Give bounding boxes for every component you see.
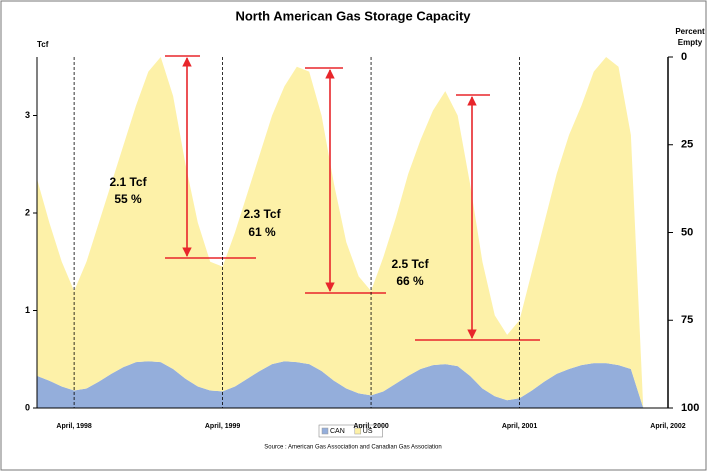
y2-tick-label: 50 bbox=[681, 226, 693, 238]
y-tick-label: 0 bbox=[25, 402, 30, 412]
annotation: 55 % bbox=[114, 192, 142, 206]
legend-swatch bbox=[321, 427, 329, 435]
x-tick-label: April, 2001 bbox=[502, 423, 538, 430]
annotation: 2.3 Tcf bbox=[243, 207, 281, 221]
annotation: 61 % bbox=[248, 225, 276, 239]
plot bbox=[37, 57, 644, 408]
legend-swatch bbox=[354, 427, 362, 435]
annotation: 2.5 Tcf bbox=[391, 257, 429, 271]
y2-tick-label: 0 bbox=[681, 51, 687, 63]
chart-title: North American Gas Storage Capacity bbox=[235, 8, 471, 23]
x-tick-label: April, 1999 bbox=[205, 423, 241, 430]
annotation: 2.1 Tcf bbox=[109, 175, 147, 189]
y2-tick-label: 75 bbox=[681, 314, 693, 326]
y-tick-label: 2 bbox=[25, 207, 30, 217]
y-axis-label: Tcf bbox=[37, 40, 49, 49]
y-tick-label: 3 bbox=[25, 110, 30, 120]
legend-label: US bbox=[363, 428, 373, 435]
y2-axis-label: Percent bbox=[675, 27, 705, 36]
y2-tick-label: 25 bbox=[681, 139, 693, 151]
y2-tick-label: 100 bbox=[681, 402, 699, 414]
x-tick-label: April, 2000 bbox=[353, 423, 389, 430]
annotation: 66 % bbox=[396, 274, 424, 288]
legend-label: CAN bbox=[330, 428, 345, 435]
x-tick-label: April, 2002 bbox=[650, 423, 686, 430]
x-tick-label: April, 1998 bbox=[56, 423, 92, 430]
source: Source : American Gas Association and Ca… bbox=[264, 445, 441, 451]
legend-box bbox=[318, 424, 383, 438]
y-tick-label: 1 bbox=[25, 305, 30, 315]
annotation-arrows bbox=[165, 55, 540, 341]
y2-axis-label: Empty bbox=[678, 38, 703, 47]
area bbox=[37, 57, 644, 408]
